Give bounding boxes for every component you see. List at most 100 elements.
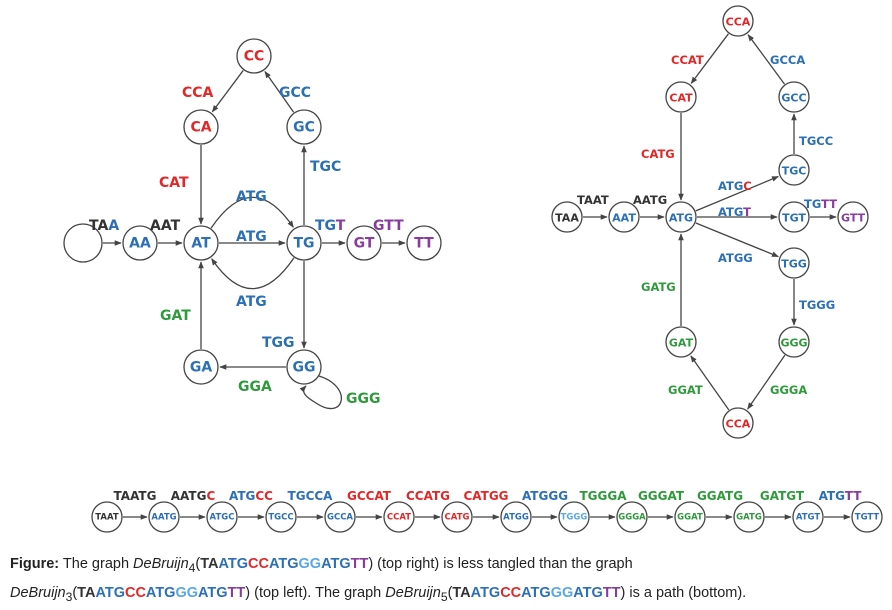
node-circle <box>722 407 754 439</box>
g5-edge-label: ATGGG <box>522 489 568 503</box>
g3-node-tt: TT <box>406 225 442 261</box>
label-segment: GATG <box>641 280 676 294</box>
g5-node-atgt: ATGT <box>792 501 824 533</box>
node-circle <box>778 81 810 113</box>
label-segment: CC <box>255 489 273 503</box>
caption-sequence: TAATGCCATGGGATGTT <box>77 585 245 601</box>
label-segment: GGG <box>346 391 380 407</box>
label-segment: ATG <box>229 489 255 503</box>
label-segment: TGGG <box>799 298 835 312</box>
g4-node-gat: GAT <box>665 326 697 358</box>
label-segment: CCAT <box>387 513 411 523</box>
g4-edge-label: AATG <box>633 193 667 207</box>
node-label: GC <box>293 120 315 136</box>
node-label: AATG <box>151 513 176 523</box>
figure-caption: Figure: The graph DeBruijn4(TAATGCCATGGG… <box>10 552 880 610</box>
node-label: TGCC <box>268 513 293 523</box>
g4-edge-gcc-cca_t <box>747 34 786 85</box>
label-segment: CCA <box>726 15 751 28</box>
node-label: GAT <box>669 336 694 349</box>
g4-edge-label: GGAT <box>668 383 703 397</box>
g3-edge-label: TAA <box>89 218 119 234</box>
g5-edge-label: CCATG <box>406 489 450 503</box>
g5-node-taat: TAAT <box>91 501 123 533</box>
g5-edge-label: GGGAT <box>638 489 685 503</box>
node-label: TGC <box>782 164 807 177</box>
sequence-segment: ATG <box>145 584 176 601</box>
node-label: CA <box>190 120 211 136</box>
g4-edge-label: TGGG <box>799 298 835 312</box>
label-segment: TGGG <box>561 513 588 523</box>
node-label: TAAT <box>95 513 119 523</box>
label-segment: TT <box>821 197 837 211</box>
caption-line-1: Figure: The graph DeBruijn4(TAATGCCATGGG… <box>10 556 633 575</box>
g5-node-ggat: GGAT <box>674 501 706 533</box>
g4-edge-label: CATG <box>641 147 675 161</box>
g4-edge-label: CCAT <box>671 53 704 67</box>
g4-node-taa: TAA <box>551 201 583 233</box>
g5-node-aatg: AATG <box>148 501 180 533</box>
g5-node-tgtt: TGTT <box>851 501 883 533</box>
sequence-segment: ATG <box>95 584 125 601</box>
node-circle <box>63 223 103 263</box>
sequence-segment: TT <box>602 584 621 601</box>
node-label: ATGG <box>503 513 529 523</box>
node-label: TAA <box>555 211 579 224</box>
node-label: CCAT <box>387 513 411 523</box>
g3-edge-label: AAT <box>150 218 181 234</box>
g3-edge-label: GTT <box>373 218 404 234</box>
label-segment: AATG <box>633 193 667 207</box>
g3-edge-tg-at <box>211 257 295 290</box>
node-label: TGGG <box>561 513 588 523</box>
label-segment: TGT <box>782 211 806 224</box>
g5-node-catg: CATG <box>441 501 473 533</box>
g3-edge-label: TGC <box>310 159 341 175</box>
g3-edge-label: GAT <box>160 308 191 324</box>
node-circle <box>183 109 219 145</box>
label-segment: GTT <box>373 218 404 234</box>
label-segment: TGCCA <box>288 489 334 503</box>
g5-edge-label: AATGC <box>171 489 216 503</box>
label-segment: TAAT <box>577 193 609 207</box>
g3-edge-label: CAT <box>159 175 189 191</box>
node-circle <box>778 326 810 358</box>
node-label: GG <box>293 360 316 376</box>
node-circle <box>324 501 356 533</box>
label-segment: TGC <box>310 159 341 175</box>
label-segment: GG <box>293 360 316 376</box>
label-segment: CATG <box>641 147 675 161</box>
g4-edge-label: ATGG <box>718 251 753 265</box>
sequence-segment: TA <box>452 584 471 601</box>
label-segment: GAT <box>669 336 694 349</box>
label-segment: ATG <box>236 189 267 205</box>
label-segment: ATGGG <box>522 489 568 503</box>
node-circle <box>665 326 697 358</box>
sequence-segment: TT <box>227 584 246 601</box>
label-segment: C <box>206 489 215 503</box>
node-circle <box>837 201 869 233</box>
g4-node-tgt: TGT <box>778 201 810 233</box>
label-segment: TG <box>293 236 314 252</box>
label-segment: AA <box>129 236 151 252</box>
node-circle <box>122 225 158 261</box>
label-segment: GGGAT <box>638 489 685 503</box>
label-segment: GCCA <box>327 513 353 523</box>
g3-edge-label: ATG <box>236 229 267 245</box>
g5-edge-label: GATGT <box>760 489 805 503</box>
label-segment: CAT <box>159 175 189 191</box>
label-segment: GCCA <box>770 53 805 67</box>
g4-edge-label: ATGC <box>718 179 752 193</box>
label-segment: ATGG <box>503 513 529 523</box>
node-circle <box>674 501 706 533</box>
g3-node-gc: GC <box>286 109 322 145</box>
g4-node-cca_t: CCA <box>722 5 754 37</box>
node-label: TGTT <box>855 513 880 523</box>
node-label: GA <box>190 360 212 376</box>
label-segment: ATG <box>236 294 267 310</box>
label-segment: GA <box>190 360 212 376</box>
node-label: ATG <box>669 211 693 224</box>
node-label: TGT <box>782 211 806 224</box>
g4-edge-ggg-cca_b <box>747 354 786 410</box>
